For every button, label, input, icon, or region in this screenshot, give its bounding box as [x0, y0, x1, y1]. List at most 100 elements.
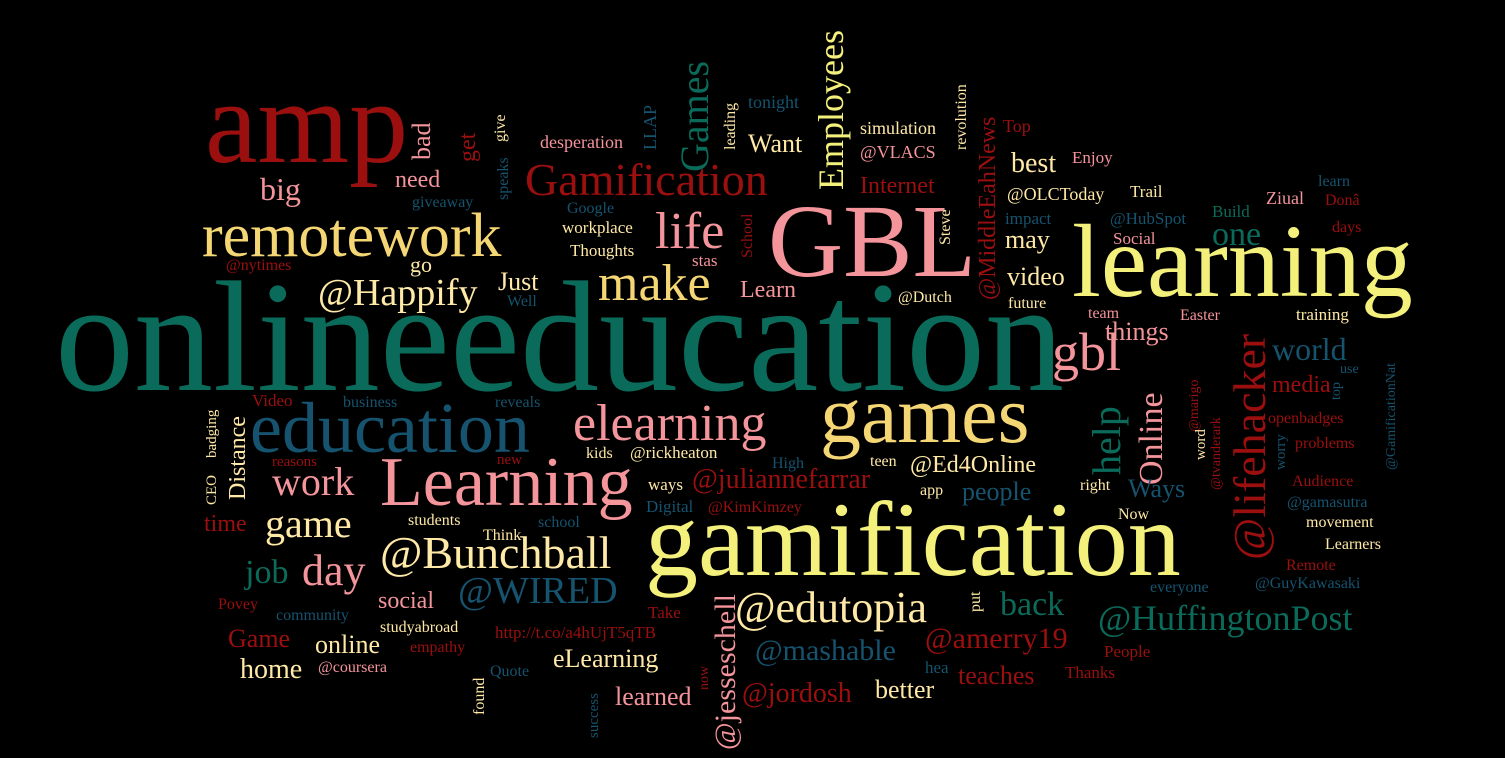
- word-steve: Steve: [937, 209, 954, 245]
- word-found: found: [471, 678, 488, 715]
- word-http-t-co-a4hujt5qtb: http://t.co/a4hUjT5qTB: [495, 623, 656, 642]
- word-now: now: [697, 665, 712, 690]
- word-day: day: [302, 546, 366, 595]
- word-team: team: [1088, 305, 1120, 322]
- word-app: app: [920, 482, 943, 499]
- word-middleeahnews: @MiddleEahNews: [975, 117, 1001, 300]
- word-nytimes: @nytimes: [226, 257, 291, 274]
- word-best: best: [1011, 148, 1056, 179]
- word-enjoy: Enjoy: [1072, 148, 1113, 167]
- word-thoughts: Thoughts: [570, 241, 634, 260]
- word-make: make: [598, 255, 711, 312]
- word-video: Video: [252, 391, 293, 410]
- word-problems: problems: [1295, 435, 1355, 452]
- word-business: business: [343, 394, 397, 411]
- word-elearning: eLearning: [553, 644, 658, 673]
- word-reveals: reveals: [495, 394, 540, 411]
- word-media: media: [1272, 372, 1331, 398]
- word-may: may: [1005, 225, 1050, 254]
- word-badging: badging: [204, 409, 220, 458]
- word-big: big: [260, 171, 301, 207]
- word-openbadges: openbadges: [1268, 410, 1344, 427]
- word-just: Just: [498, 267, 539, 296]
- word-gamification: gamification: [645, 481, 1181, 598]
- word-empathy: empathy: [410, 639, 465, 656]
- word-marigo: @marigo: [1187, 379, 1202, 432]
- word-right: right: [1080, 477, 1111, 494]
- word-gamification: Gamification: [525, 154, 768, 205]
- word-now: Now: [1118, 506, 1150, 523]
- word-home: home: [240, 654, 302, 685]
- word-remote: Remote: [1286, 557, 1336, 574]
- word-gbl: GBL: [768, 184, 976, 299]
- word-game: game: [265, 501, 352, 546]
- word-gbl: gbl: [1052, 322, 1121, 382]
- word-teaches: teaches: [958, 661, 1035, 690]
- word-speaks: speaks: [495, 157, 512, 200]
- word-easter: Easter: [1180, 307, 1221, 324]
- word-reasons: reasons: [272, 454, 317, 470]
- word-stas: stas: [692, 251, 718, 270]
- word-social: Social: [1113, 229, 1156, 248]
- word-go: go: [410, 252, 432, 277]
- word-high: High: [772, 455, 804, 472]
- word-mashable: @mashable: [755, 634, 896, 667]
- word-tonight: tonight: [748, 92, 799, 112]
- word-digital: Digital: [646, 497, 693, 516]
- word-new: new: [497, 452, 522, 468]
- word-take: Take: [648, 603, 681, 622]
- word-hea: hea: [925, 658, 949, 677]
- word-huffingtonpost: @HuffingtonPost: [1098, 598, 1353, 638]
- word-rickheaton: @rickheaton: [630, 443, 718, 462]
- word-get: get: [455, 132, 481, 162]
- word-gamasutra: @gamasutra: [1287, 494, 1367, 511]
- word-wired: @WIRED: [458, 570, 618, 612]
- word-life: life: [655, 203, 724, 260]
- word-coursera: @coursera: [318, 659, 387, 676]
- word-everyone: everyone: [1150, 579, 1209, 596]
- word-bunchball: @Bunchball: [380, 527, 611, 578]
- word-games: games: [820, 369, 1029, 460]
- word-give: give: [492, 114, 509, 142]
- word-desperation: desperation: [540, 132, 623, 152]
- word-ways: Ways: [1128, 474, 1185, 503]
- word-use: use: [1340, 362, 1359, 377]
- word-vlacs: @VLACS: [860, 142, 936, 162]
- word-online: Online: [1133, 392, 1170, 485]
- word-days: days: [1332, 219, 1361, 236]
- word-people: people: [962, 477, 1031, 506]
- word-need: need: [395, 167, 440, 193]
- word-learn: Learn: [740, 277, 796, 303]
- word-ziual: Ziual: [1266, 188, 1304, 208]
- word-word: word: [1193, 429, 1209, 460]
- word-online: online: [315, 630, 380, 659]
- word-happify: @Happify: [318, 272, 478, 314]
- word-don: Donâ: [1325, 192, 1360, 209]
- word-leading: leading: [722, 103, 739, 150]
- word-better: better: [875, 675, 935, 704]
- word-dutch: @Dutch: [898, 289, 952, 306]
- word-thanks: Thanks: [1065, 663, 1115, 682]
- word-trail: Trail: [1130, 182, 1163, 201]
- word-training: training: [1296, 305, 1349, 324]
- word-hubspot: @HubSpot: [1110, 209, 1186, 228]
- word-time: time: [204, 511, 247, 537]
- word-top: top: [1329, 382, 1344, 400]
- word-learning: learning: [1072, 204, 1413, 319]
- word-simulation: simulation: [860, 118, 936, 138]
- word-guykawasaki: @GuyKawasaki: [1255, 575, 1361, 592]
- word-audience: Audience: [1292, 473, 1353, 490]
- word-tvanderark: @tvanderark: [1209, 417, 1224, 490]
- word-olctoday: @OLCToday: [1007, 184, 1104, 204]
- word-edutopia: @edutopia: [735, 583, 927, 632]
- word-school: School: [739, 213, 756, 258]
- word-help: help: [1084, 406, 1129, 475]
- word-think: Think: [483, 527, 521, 544]
- word-one: one: [1212, 216, 1261, 253]
- word-ed4online: @Ed4Online: [910, 452, 1036, 478]
- word-amp: amp: [205, 57, 408, 188]
- word-teen: teen: [870, 453, 897, 470]
- word-put: put: [967, 591, 984, 612]
